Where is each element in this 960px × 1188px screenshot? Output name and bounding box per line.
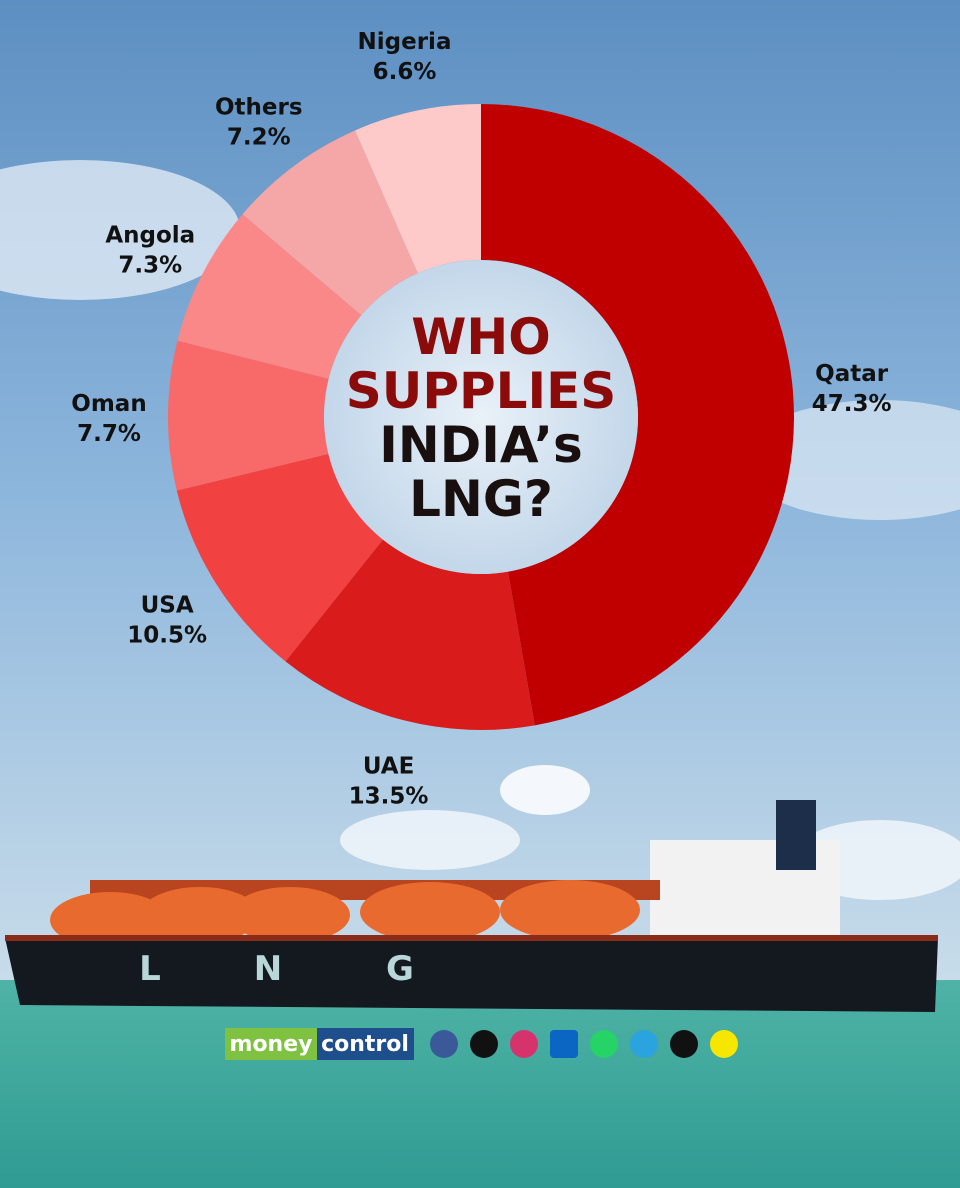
social-icon[interactable] <box>590 1030 618 1058</box>
cloud <box>340 810 520 870</box>
value-label: 7.2% <box>227 125 291 151</box>
cloud <box>740 400 960 520</box>
logo-text: control <box>321 1032 409 1057</box>
slice-label: Angola <box>105 223 195 249</box>
slice-label: Qatar <box>815 361 889 387</box>
slice <box>481 104 794 726</box>
social-icon[interactable] <box>630 1030 658 1058</box>
value-label: 13.5% <box>349 783 429 809</box>
title-line: INDIA’s <box>379 416 582 474</box>
value-label: 47.3% <box>812 391 892 417</box>
cloud <box>500 765 590 815</box>
title-line: WHO <box>411 308 551 366</box>
social-icon[interactable] <box>670 1030 698 1058</box>
social-icon[interactable] <box>550 1030 578 1058</box>
value-label: 6.6% <box>373 59 437 85</box>
slice <box>355 104 481 274</box>
sea <box>0 980 960 1188</box>
social-icon[interactable] <box>430 1030 458 1058</box>
slice <box>177 214 362 379</box>
slice-label: Oman <box>71 391 146 417</box>
footer: money control <box>225 1028 738 1060</box>
slice-label: Nigeria <box>358 29 452 55</box>
logo-text: money <box>230 1032 313 1057</box>
title-line: SUPPLIES <box>346 362 617 420</box>
slice <box>242 130 418 316</box>
ship <box>5 800 938 1012</box>
logo-bg <box>225 1028 317 1060</box>
social-icon[interactable] <box>470 1030 498 1058</box>
ship-letter: L <box>139 949 161 989</box>
title-line: LNG? <box>409 470 553 528</box>
logo-bg <box>317 1028 414 1060</box>
value-label: 7.3% <box>118 253 182 279</box>
donut-hole <box>324 260 638 574</box>
slice <box>168 340 329 491</box>
cloud <box>0 160 240 300</box>
ship-letter: N <box>254 949 282 989</box>
slice <box>176 453 383 662</box>
slice-label: USA <box>141 593 194 619</box>
social-icon[interactable] <box>510 1030 538 1058</box>
value-label: 10.5% <box>127 623 207 649</box>
social-icon[interactable] <box>710 1030 738 1058</box>
slice <box>285 539 535 730</box>
donut-chart: Qatar 47.3% UAE 13.5% USA 10.5% Oman 7.7% Angola… <box>71 29 891 809</box>
slice-label: Others <box>215 95 303 121</box>
slice-label: UAE <box>363 753 414 779</box>
ship-letter: G <box>386 949 414 989</box>
value-label: 7.7% <box>77 421 141 447</box>
